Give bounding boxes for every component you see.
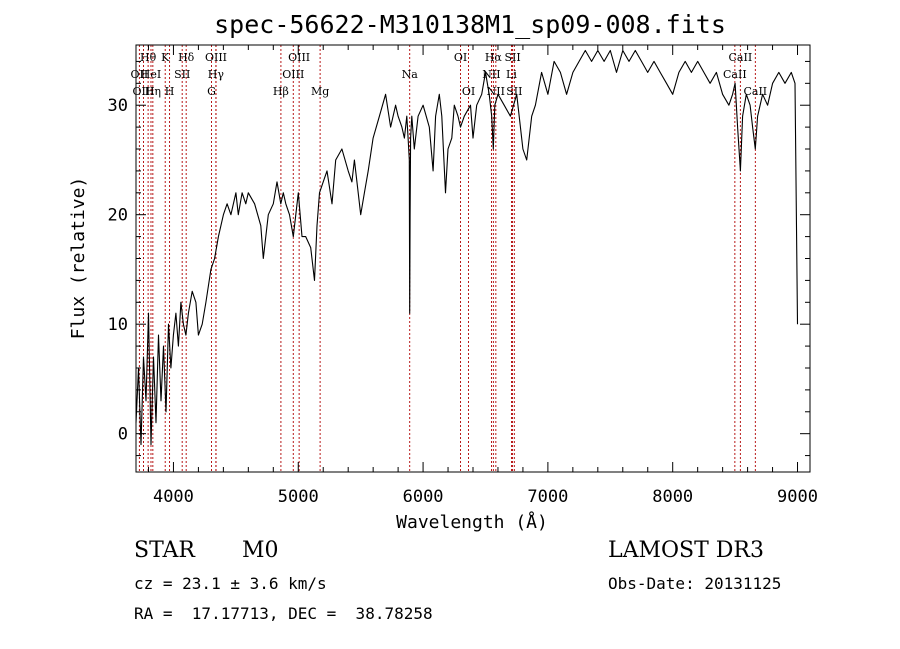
x-axis-label: Wavelength (Å) <box>396 511 548 533</box>
line-label-24: SII <box>506 85 522 98</box>
line-label-13: OIII <box>288 51 310 64</box>
emission-line-markers <box>138 45 756 472</box>
line-label-17: OI <box>454 51 467 64</box>
velocity-readout: cz = 23.1 ± 3.6 km/s <box>134 574 327 593</box>
line-label-7: SII <box>174 68 190 81</box>
x-tick-label-4: 8000 <box>652 487 693 507</box>
line-label-15: Mg <box>311 85 329 98</box>
line-label-12: Hβ <box>273 85 289 98</box>
y-axis: 0 10 20 30 <box>108 60 810 457</box>
line-label-2: OIII <box>132 85 154 98</box>
x-tick-label-0: 4000 <box>153 487 194 507</box>
line-label-21: NII <box>487 85 505 98</box>
coordinates-readout: RA = 17.17713, DEC = 38.78258 <box>134 604 433 623</box>
y-tick-label-0: 0 <box>118 425 128 445</box>
line-label-26: CaII <box>723 68 747 81</box>
line-label-8: Hδ <box>178 51 195 64</box>
line-label-9: OIII <box>205 51 227 64</box>
line-label-6: H <box>165 85 175 98</box>
line-label-5: K <box>161 51 170 64</box>
survey-name: LAMOST DR3 <box>608 538 764 563</box>
plot-frame <box>135 44 811 473</box>
x-tick-label-1: 5000 <box>278 487 319 507</box>
obs-date: Obs-Date: 20131125 <box>608 574 782 593</box>
line-label-18: OI <box>462 85 475 98</box>
object-subclass: M0 <box>242 538 279 563</box>
line-label-19: Hα <box>485 51 503 64</box>
line-label-0: Hθ <box>140 51 157 64</box>
spectrum-series-line <box>135 49 799 446</box>
y-axis-label: Flux (relative) <box>68 177 89 340</box>
y-tick-label-3: 30 <box>108 96 128 116</box>
line-label-23: Li <box>506 68 517 81</box>
y-tick-label-2: 20 <box>108 206 128 226</box>
x-tick-label-5: 9000 <box>777 487 818 507</box>
line-label-27: CaII <box>743 85 767 98</box>
line-label-16: Na <box>402 68 419 81</box>
line-label-3: HeI <box>141 68 161 81</box>
emission-line-labels: Hθ OII OIII HeI Hη K H SII Hδ OIII Hγ G Hβ OIII OIII Mg… <box>131 51 768 98</box>
line-label-4: Hη <box>145 85 161 98</box>
x-axis: 4000 5000 6000 7000 8000 9000 <box>147 45 818 507</box>
x-tick-label-2: 6000 <box>403 487 444 507</box>
object-class: STAR <box>134 538 195 563</box>
line-label-22: SII <box>504 51 520 64</box>
line-label-14: OIII <box>282 68 304 81</box>
line-label-11: G <box>207 85 216 98</box>
line-label-25: CaII <box>729 51 753 64</box>
line-label-1: OII <box>131 68 149 81</box>
chart-title: spec-56622-M310138M1_sp09-008.fits <box>214 10 726 39</box>
x-tick-label-3: 7000 <box>527 487 568 507</box>
line-label-10: Hγ <box>208 68 225 81</box>
y-tick-label-1: 10 <box>108 315 128 335</box>
